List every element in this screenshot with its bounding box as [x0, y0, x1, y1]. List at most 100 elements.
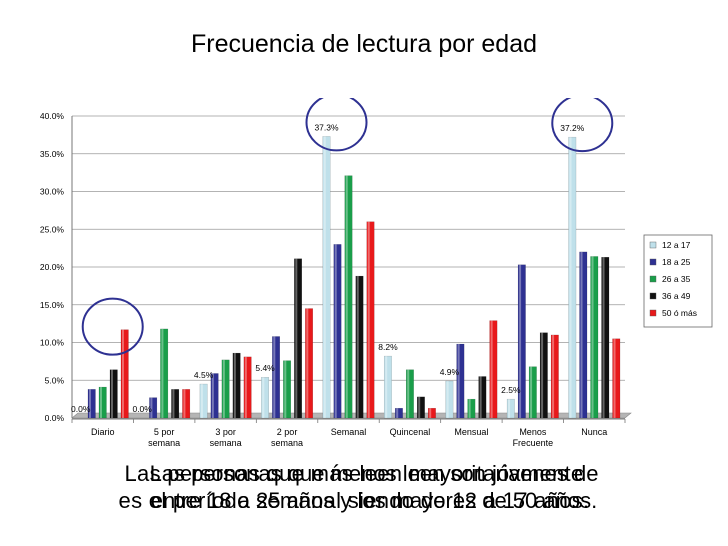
bar	[87, 389, 96, 419]
data-label: 37.3%	[314, 122, 339, 132]
legend-swatch	[649, 241, 657, 249]
bar-highlight	[172, 389, 175, 418]
data-label: 2.5%	[501, 385, 521, 395]
bar-highlight	[88, 389, 91, 418]
y-tick-label: 0.0%	[45, 413, 65, 423]
bar-chart: 0.0% 5.0% 10.0% 15.0% 20.0% 25.0% 30.0% 35.0% 40…	[40, 98, 713, 448]
bar-highlight	[468, 399, 471, 418]
bar-highlight	[273, 336, 276, 418]
bar-highlight	[222, 359, 225, 418]
data-label: 0.0%	[71, 404, 91, 414]
bar	[261, 377, 270, 419]
bar-highlight	[490, 320, 493, 418]
caption-line-b1: Las personas que más leen mayoritariamen…	[124, 461, 584, 486]
legend-swatch	[649, 275, 657, 283]
bar-highlight	[407, 369, 410, 418]
bar-highlight	[110, 369, 113, 418]
y-tick-label: 35.0%	[40, 149, 65, 159]
bar	[539, 332, 548, 419]
bar	[467, 398, 476, 419]
bar-highlight	[306, 308, 309, 418]
highlight-circle	[551, 98, 614, 153]
bar-highlight	[429, 408, 432, 418]
bar-highlight	[569, 137, 572, 418]
data-label: 37.2%	[560, 123, 585, 133]
data-label: 0.0%	[132, 404, 152, 414]
bar	[98, 386, 107, 419]
y-tick-label: 20.0%	[40, 262, 65, 272]
bar	[272, 336, 281, 419]
bar-highlight	[233, 353, 236, 418]
bar	[210, 373, 219, 419]
bar	[322, 136, 331, 419]
bar-highlight	[457, 344, 460, 418]
bar	[416, 396, 425, 419]
bar-highlight	[284, 360, 287, 418]
bar-highlight	[200, 384, 203, 418]
x-tick-label: Quincenal	[390, 427, 431, 437]
bar-highlight	[183, 389, 186, 418]
x-tick-label: Mensual	[454, 427, 488, 437]
data-label: 5.4%	[255, 363, 275, 373]
bar	[344, 175, 353, 419]
bar-highlight	[479, 376, 482, 418]
bar	[333, 244, 342, 419]
bar	[232, 352, 241, 419]
highlight-circle	[305, 98, 368, 152]
y-tick-label: 30.0%	[40, 187, 65, 197]
bar-highlight	[356, 276, 359, 418]
legend-label: 12 a 17	[662, 240, 691, 250]
bar-highlight	[345, 175, 348, 418]
bar	[294, 258, 303, 419]
x-tick-label: Menos Frecuente	[513, 427, 554, 448]
bar	[579, 251, 588, 419]
caption-line-b2: es el período semanal siendo de 12 a 17 …	[118, 488, 590, 513]
bar	[517, 264, 526, 419]
bar	[355, 275, 364, 419]
bar-highlight	[418, 396, 421, 418]
bar-highlight	[262, 377, 265, 418]
legend-swatch	[649, 258, 657, 266]
data-label: 4.9%	[440, 367, 460, 377]
bar	[405, 369, 414, 419]
y-tick-label: 25.0%	[40, 224, 65, 234]
caption-line-a1: Las personas que menos leen son jóvenes …	[149, 461, 599, 486]
bar-highlight	[211, 373, 214, 418]
bar-highlight	[508, 399, 511, 418]
legend-swatch	[649, 292, 657, 300]
bar-highlight	[295, 258, 298, 418]
bar	[366, 221, 375, 419]
bar	[109, 369, 118, 419]
data-label: 4.5%	[194, 370, 214, 380]
x-tick-label: 3 por semana	[210, 427, 242, 448]
bar	[478, 376, 487, 419]
bar	[243, 356, 252, 419]
legend-label: 50 ó más	[662, 308, 697, 318]
x-tick-label: 5 por semana	[148, 427, 180, 448]
bar	[394, 407, 403, 419]
bar	[171, 389, 180, 419]
legend-label: 36 a 49	[662, 291, 691, 301]
bar	[568, 136, 577, 419]
x-tick-label: Diario	[91, 427, 115, 437]
bar	[601, 256, 610, 419]
bar	[427, 407, 436, 419]
bar-highlight	[244, 356, 247, 418]
bar	[283, 360, 292, 419]
bar-highlight	[519, 264, 522, 418]
bar-highlight	[367, 221, 370, 418]
bar-highlight	[613, 338, 616, 418]
y-tick-label: 15.0%	[40, 300, 65, 310]
bar	[182, 389, 191, 419]
chart-title: Frecuencia de lectura por edad	[190, 30, 538, 58]
bar-highlight	[396, 408, 399, 418]
data-label: 8.2%	[378, 342, 398, 352]
bar-highlight	[580, 251, 583, 418]
legend-label: 26 a 35	[662, 274, 691, 284]
bar-highlight	[591, 256, 594, 418]
bar-highlight	[150, 397, 153, 418]
bar-highlight	[541, 332, 544, 418]
caption-line-a2: entre 18 a 25 años y los mayores de 50 a…	[150, 488, 598, 513]
bar	[149, 397, 158, 419]
y-tick-label: 5.0%	[45, 375, 65, 385]
